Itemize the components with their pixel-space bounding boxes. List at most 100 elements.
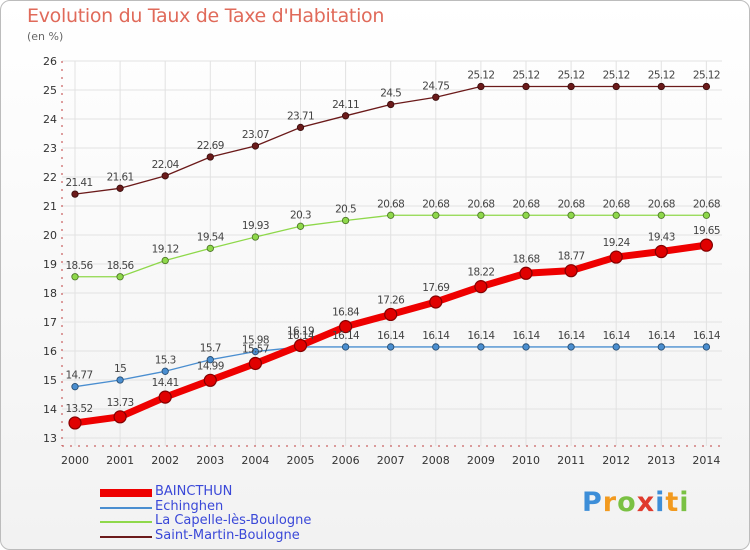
data-point (702, 211, 711, 219)
data-point (116, 273, 124, 281)
data-label: 22.04 (152, 159, 180, 171)
data-label: 15.57 (242, 343, 269, 355)
x-tick-label: 2003 (196, 454, 224, 467)
y-tick-label: 24 (43, 113, 57, 126)
data-point (567, 343, 575, 351)
data-point (657, 343, 665, 351)
x-tick-label: 2012 (602, 454, 630, 467)
data-point (251, 347, 260, 356)
data-point (296, 222, 305, 230)
data-label: 16.14 (558, 330, 586, 342)
data-label: 16.14 (603, 330, 631, 342)
x-tick-label: 2001 (106, 454, 134, 467)
data-point (158, 390, 172, 404)
axes: 13 14 15 16 17 18 19 20 21 22 23 24 25 26 2000 2001 2002… (43, 55, 722, 467)
x-tick-label: 2009 (467, 454, 495, 467)
x-tick-label: 2013 (647, 454, 675, 467)
y-tick-label: 19 (43, 258, 57, 271)
data-point (522, 211, 530, 219)
data-point (296, 123, 305, 132)
y-tick-label: 17 (43, 316, 57, 329)
data-label: 16.14 (467, 330, 495, 342)
data-label: 16.14 (512, 330, 540, 342)
data-point (116, 376, 124, 384)
y-tick-label: 13 (43, 432, 57, 445)
data-label: 23.71 (287, 110, 314, 122)
data-point (609, 250, 623, 264)
data-point (387, 343, 395, 351)
series-saint-martin-boulogne (71, 82, 711, 198)
data-point (341, 112, 350, 120)
data-label: 19.24 (603, 237, 631, 249)
data-point (564, 264, 578, 278)
data-point (161, 172, 169, 180)
data-point (522, 343, 530, 351)
x-tick-label: 2005 (287, 454, 315, 467)
proxiti-logo: Proxiti (582, 487, 690, 518)
data-label: 21.41 (65, 177, 92, 189)
data-label: 16.14 (332, 330, 360, 342)
x-tick-label: 2000 (61, 454, 89, 467)
data-label: 25.12 (603, 70, 630, 82)
data-point (116, 184, 124, 192)
x-tick-label: 2004 (241, 454, 269, 467)
data-point (657, 211, 665, 219)
data-label: 20.68 (558, 198, 585, 210)
data-label: 16.14 (648, 330, 676, 342)
data-point (161, 367, 169, 375)
data-label: 14.99 (197, 360, 224, 372)
data-point (432, 343, 440, 351)
data-label: 24.11 (332, 99, 359, 111)
data-point (387, 211, 395, 219)
legend-swatch (100, 521, 152, 523)
legend-label: Saint-Martin-Boulogne (155, 527, 300, 543)
data-point (429, 295, 443, 309)
data-point (387, 100, 395, 109)
y-tick-label: 16 (43, 345, 57, 358)
data-label: 17.69 (422, 282, 449, 294)
data-label: 16.19 (287, 325, 314, 337)
data-label: 13.52 (65, 403, 92, 415)
data-label: 21.61 (107, 171, 134, 183)
x-tick-label: 2010 (512, 454, 540, 467)
logo-letter: i (655, 487, 666, 518)
data-point (612, 82, 620, 91)
data-label: 20.68 (422, 198, 449, 210)
x-tick-label: 2002 (151, 454, 179, 467)
series (68, 82, 714, 430)
data-point (702, 343, 711, 351)
data-point (293, 338, 308, 353)
logo-letter: x (636, 487, 656, 518)
y-tick-label: 18 (43, 287, 57, 300)
x-tick-label: 2008 (422, 454, 450, 467)
data-label: 20.68 (377, 198, 404, 210)
data-label: 19.93 (242, 220, 269, 232)
data-point (567, 82, 575, 91)
data-point (68, 416, 82, 430)
data-point (161, 256, 169, 265)
data-label: 13.73 (107, 397, 134, 409)
data-point (477, 343, 485, 351)
logo-letter: t (665, 487, 680, 518)
data-label: 25.12 (648, 70, 675, 82)
data-label: 15.3 (155, 354, 176, 366)
data-point (432, 93, 440, 101)
y-tick-label: 23 (43, 142, 57, 155)
x-tick-label: 2006 (332, 454, 360, 467)
data-point (113, 410, 127, 424)
data-label: 15.7 (200, 343, 221, 355)
data-label: 23.07 (242, 129, 269, 141)
logo-letter: P (582, 487, 603, 518)
logo-letter: i (679, 487, 690, 518)
data-point (206, 153, 214, 161)
data-label: 18.77 (558, 251, 585, 263)
series-baincthun (68, 238, 714, 430)
legend-swatch (100, 489, 152, 497)
data-label: 14.77 (65, 370, 92, 382)
data-label: 16.14 (377, 330, 405, 342)
y-tick-label: 15 (43, 374, 57, 387)
legend-label: Echinghen (155, 498, 224, 514)
data-point (612, 211, 620, 219)
data-point (522, 82, 530, 91)
